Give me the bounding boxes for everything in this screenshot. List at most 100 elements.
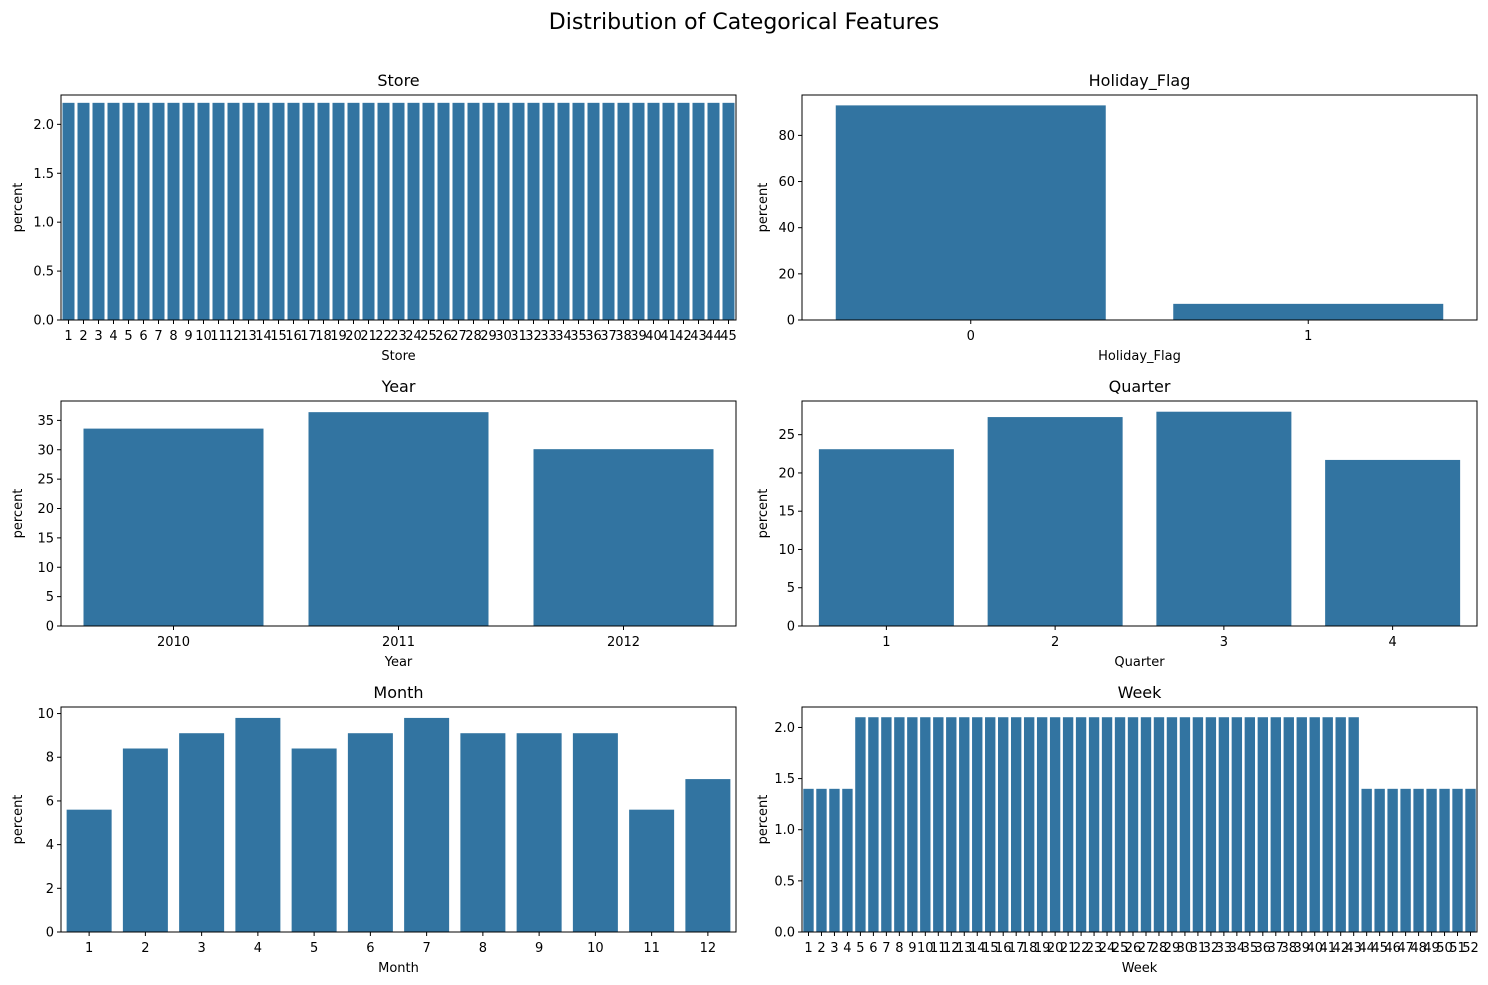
panel-quarter: 0 5 10 15 20 25 1 2 3 4 Quarter Quarter percent (756, 377, 1478, 670)
x-tick-label: 3 (830, 941, 838, 956)
bar-week-11 (933, 717, 944, 932)
x-tick-label: 4 (843, 941, 851, 956)
y-tick-label: 2.0 (774, 721, 795, 736)
bar-store-43 (692, 102, 705, 320)
x-tick-label: 9 (184, 329, 192, 344)
x-tick-label: 49 (1423, 941, 1440, 956)
bar-week-26 (1127, 717, 1139, 932)
axes-frame (801, 400, 1478, 627)
x-tick-label: 39 (1293, 941, 1310, 956)
bar-store-13 (242, 102, 255, 320)
y-axis-label: percent (11, 795, 26, 845)
x-tick-label: 8 (479, 941, 487, 956)
bar-week-42 (1335, 717, 1346, 932)
x-tick-label: 42 (1332, 941, 1349, 956)
bar-store-25 (422, 102, 435, 320)
panel-year: 0 5 10 15 20 25 30 35 2010 2011 2012 Year Year percen… (11, 377, 737, 670)
bar-store-4 (107, 102, 120, 320)
bar-week-48 (1413, 788, 1424, 932)
bar-week-2 (816, 788, 827, 932)
x-tick-label: 25 (420, 329, 437, 344)
x-tick-label: 8 (169, 329, 177, 344)
bar-week-38 (1283, 717, 1294, 932)
y-tick-label: 35 (37, 414, 54, 429)
x-tick-label: 29 (1164, 941, 1181, 956)
bar-store-32 (527, 102, 540, 320)
x-tick-label: 12 (225, 329, 242, 344)
bar-week-33 (1218, 717, 1230, 932)
bar-week-49 (1426, 788, 1437, 932)
x-tick-label: 6 (869, 941, 877, 956)
x-tick-label: 38 (1281, 941, 1298, 956)
bar-week-52 (1465, 788, 1476, 932)
panel-week: 0.00.51.01.52.01 2 3 4 5 6 7 8 9 1011121314151617… (756, 683, 1479, 976)
y-tick-label: 40 (778, 221, 795, 236)
y-tick-label: 0 (787, 620, 795, 635)
bar-month-10 (572, 733, 618, 932)
bar-month-7 (404, 717, 450, 932)
bar-week-19 (1036, 717, 1048, 932)
bar-store-5 (122, 102, 135, 320)
bar-week-36 (1257, 717, 1269, 932)
bar-store-11 (212, 102, 225, 320)
x-tick-label: 13 (956, 941, 973, 956)
bar-store-19 (332, 102, 345, 320)
y-tick-label: 10 (37, 561, 54, 576)
y-tick-label: 0.5 (774, 874, 795, 889)
y-tick-label: 10 (778, 543, 795, 558)
x-tick-label: 3 (94, 329, 102, 344)
x-tick-label: 2011 (382, 635, 415, 650)
bar-week-40 (1309, 717, 1320, 932)
bar-week-16 (998, 717, 1009, 932)
bar-store-27 (452, 102, 465, 320)
x-tick-label: 1 (64, 329, 72, 344)
bar-store-16 (287, 102, 300, 320)
x-tick-label: 10 (917, 941, 934, 956)
bar-store-42 (677, 102, 690, 320)
bar-store-23 (392, 102, 405, 320)
bar-store-39 (632, 102, 645, 320)
x-axis-label: Quarter (1114, 655, 1165, 670)
y-tick-label: 0 (46, 926, 54, 941)
panel-title: Month (373, 683, 423, 702)
panel-store: 0.00.51.01.52.01 2 3 4 5 6 7 8 9 1011121314151617… (11, 71, 737, 364)
x-tick-label: 2 (1051, 635, 1059, 650)
x-tick-label: 45 (720, 329, 737, 344)
y-tick-label: 15 (37, 531, 54, 546)
x-tick-label: 11 (210, 329, 227, 344)
bar-week-3 (829, 788, 840, 932)
x-tick-label: 5 (856, 941, 864, 956)
bar-week-20 (1049, 717, 1061, 932)
bar-month-9 (516, 733, 562, 932)
x-tick-label: 7 (882, 941, 890, 956)
x-tick-label: 42 (675, 329, 692, 344)
bar-month-1 (66, 809, 112, 932)
y-tick-label: 25 (37, 473, 54, 488)
bar-month-12 (685, 779, 731, 932)
bar-month-3 (179, 733, 225, 932)
y-tick-label: 0.5 (33, 265, 54, 280)
x-tick-label: 3 (1220, 635, 1228, 650)
bar-year-2012 (533, 449, 714, 626)
x-tick-label: 8 (895, 941, 903, 956)
x-tick-label: 32 (1203, 941, 1220, 956)
x-tick-label: 13 (240, 329, 257, 344)
bar-month-11 (629, 809, 675, 932)
figure-title: Distribution of Categorical Features (549, 10, 939, 35)
x-tick-label: 4 (254, 941, 262, 956)
x-tick-label: 15 (270, 329, 287, 344)
y-tick-label: 25 (778, 428, 795, 443)
bar-week-24 (1101, 717, 1113, 932)
panel-title: Holiday_Flag (1089, 71, 1191, 91)
bar-store-21 (362, 102, 375, 320)
x-tick-label: 19 (330, 329, 347, 344)
bar-week-17 (1010, 717, 1022, 932)
x-tick-label: 28 (1151, 941, 1168, 956)
bar-store-44 (707, 102, 720, 320)
bar-week-28 (1153, 717, 1165, 932)
bar-store-24 (407, 102, 420, 320)
bar-week-47 (1400, 788, 1411, 932)
bar-week-22 (1075, 717, 1087, 932)
x-tick-label: 14 (255, 329, 272, 344)
